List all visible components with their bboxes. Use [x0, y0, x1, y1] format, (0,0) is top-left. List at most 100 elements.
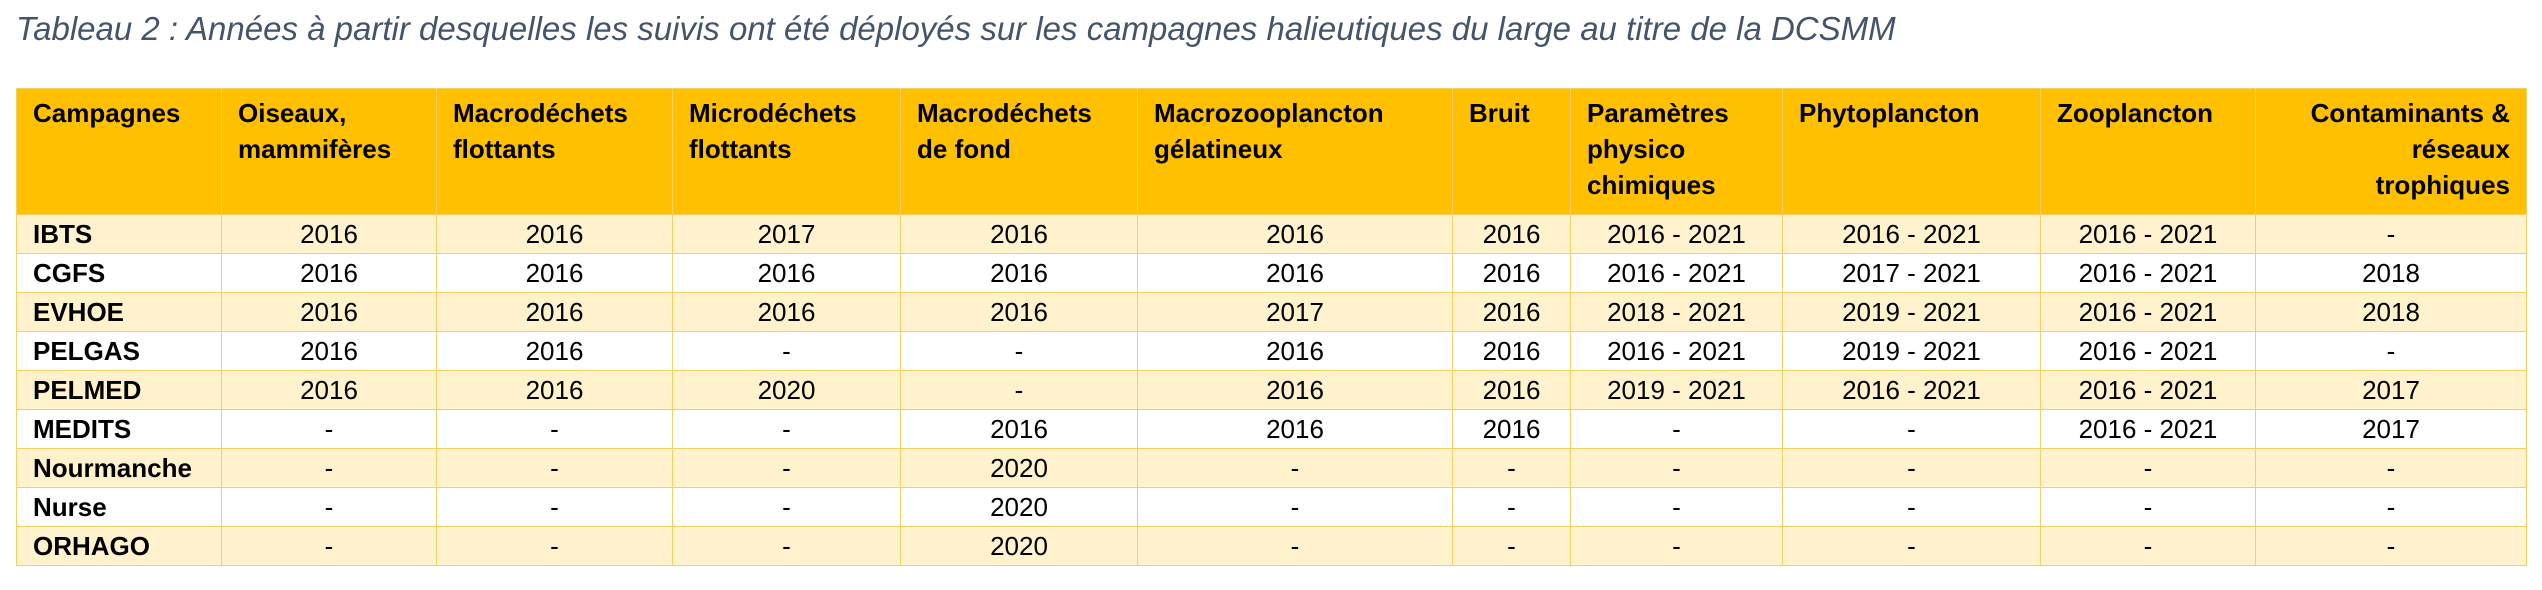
table-row: Nourmanche - - -2020- - - - - - — [16, 448, 2527, 488]
year-cell: 2016 — [221, 214, 437, 254]
year-cell: - — [2255, 526, 2527, 566]
year-cell: 2018 - 2021 — [1570, 292, 1783, 332]
year-cell: 2016 — [1137, 214, 1453, 254]
year-cell: 2016 — [672, 253, 901, 293]
table-row: PELMED 2016 2016 2020-2016 2016 2019 - 2021 20… — [16, 370, 2527, 410]
year-cell: 2019 - 2021 — [1782, 292, 2041, 332]
year-cell: - — [2040, 487, 2256, 527]
campaign-name-cell: Nourmanche — [16, 448, 222, 488]
table-row: EVHOE 2016 2016 2016 2016 2017 2016 2018 - 2021… — [16, 292, 2527, 332]
year-cell: 2016 — [1137, 409, 1453, 449]
year-cell: 2016 — [1452, 292, 1571, 332]
table-caption: Tableau 2 : Années à partir desquelles l… — [16, 10, 1896, 47]
year-cell: 2016 - 2021 — [2040, 253, 2256, 293]
year-cell: - — [221, 448, 437, 488]
year-cell: - — [1570, 409, 1783, 449]
year-cell: - — [2255, 487, 2527, 527]
year-cell: 2016 — [1452, 370, 1571, 410]
campaign-name-cell: MEDITS — [16, 409, 222, 449]
header-macrozooplancton-gelatineux: Macrozooplancton gélatineux — [1137, 88, 1453, 215]
table-row: Nurse - - -2020- - - - - - — [16, 487, 2527, 527]
header-phytoplancton: Phytoplancton — [1782, 88, 2041, 215]
year-cell: - — [672, 448, 901, 488]
year-cell: - — [1782, 487, 2041, 527]
year-cell: 2020 — [900, 487, 1138, 527]
header-macrodechets-de-fond: Macrodéchets de fond — [900, 88, 1138, 215]
year-cell: 2016 - 2021 — [2040, 370, 2256, 410]
year-cell: - — [2255, 331, 2527, 371]
year-cell: 2017 — [2255, 370, 2527, 410]
year-cell: - — [672, 526, 901, 566]
year-cell: 2016 — [1452, 214, 1571, 254]
year-cell: 2016 — [221, 292, 437, 332]
year-cell: 2020 — [900, 448, 1138, 488]
year-cell: 2016 — [900, 214, 1138, 254]
year-cell: - — [221, 487, 437, 527]
year-cell: - — [1782, 448, 2041, 488]
year-cell: 2016 — [436, 253, 673, 293]
year-cell: 2017 - 2021 — [1782, 253, 2041, 293]
year-cell: 2016 - 2021 — [2040, 292, 2256, 332]
year-cell: 2020 — [672, 370, 901, 410]
header-bruit: Bruit — [1452, 88, 1571, 215]
year-cell: 2016 — [1452, 331, 1571, 371]
header-parametres-physico-chimiques: Paramètres physico chimiques — [1570, 88, 1783, 215]
year-cell: 2016 - 2021 — [1570, 214, 1783, 254]
year-cell: - — [436, 487, 673, 527]
year-cell: 2016 — [1137, 331, 1453, 371]
year-cell: 2016 — [436, 292, 673, 332]
year-cell: - — [221, 409, 437, 449]
year-cell: - — [672, 409, 901, 449]
year-cell: 2016 — [900, 409, 1138, 449]
year-cell: - — [1782, 409, 2041, 449]
year-cell: - — [436, 526, 673, 566]
year-cell: 2016 - 2021 — [2040, 331, 2256, 371]
header-microdechets-flottants: Microdéchets flottants — [672, 88, 901, 215]
year-cell: 2016 - 2021 — [2040, 409, 2256, 449]
year-cell: - — [436, 448, 673, 488]
year-cell: 2017 — [672, 214, 901, 254]
year-cell: 2016 — [221, 331, 437, 371]
campaign-name-cell: EVHOE — [16, 292, 222, 332]
year-cell: - — [900, 331, 1138, 371]
year-cell: - — [1570, 487, 1783, 527]
year-cell: 2019 - 2021 — [1782, 331, 2041, 371]
table-row: MEDITS - - -2016 2016 2016- -2016 - 2021 2017 — [16, 409, 2527, 449]
table-row: ORHAGO - - -2020- - - - - - — [16, 526, 2527, 566]
year-cell: 2016 — [1452, 253, 1571, 293]
table-row: IBTS 2016 2016 2017 2016 2016 2016 2016 - 2021 2… — [16, 214, 2527, 254]
year-cell: - — [1452, 448, 1571, 488]
year-cell: 2020 — [900, 526, 1138, 566]
campaign-table: Campagnes Oiseaux, mammifères Macrodéche… — [16, 88, 2527, 566]
year-cell: 2016 - 2021 — [1782, 370, 2041, 410]
table-row: PELGAS 2016 2016- -2016 2016 2016 - 2021 2019 … — [16, 331, 2527, 371]
year-cell: 2018 — [2255, 292, 2527, 332]
year-cell: 2016 — [672, 292, 901, 332]
year-cell: - — [1570, 448, 1783, 488]
year-cell: - — [1137, 448, 1453, 488]
year-cell: - — [1137, 526, 1453, 566]
year-cell: - — [436, 409, 673, 449]
year-cell: 2016 — [436, 370, 673, 410]
year-cell: - — [2255, 214, 2527, 254]
year-cell: 2016 — [900, 253, 1138, 293]
year-cell: - — [221, 526, 437, 566]
campaign-name-cell: ORHAGO — [16, 526, 222, 566]
year-cell: 2017 — [2255, 409, 2527, 449]
year-cell: - — [2040, 526, 2256, 566]
year-cell: 2016 - 2021 — [2040, 214, 2256, 254]
year-cell: 2016 — [436, 214, 673, 254]
campaign-name-cell: PELMED — [16, 370, 222, 410]
year-cell: 2016 - 2021 — [1570, 331, 1783, 371]
campaign-name-cell: IBTS — [16, 214, 222, 254]
year-cell: 2016 - 2021 — [1782, 214, 2041, 254]
header-row: Campagnes Oiseaux, mammifères Macrodéche… — [16, 88, 2527, 215]
year-cell: 2016 — [221, 253, 437, 293]
year-cell: 2016 - 2021 — [1570, 253, 1783, 293]
year-cell: 2016 — [221, 370, 437, 410]
campaign-name-cell: CGFS — [16, 253, 222, 293]
year-cell: - — [2255, 448, 2527, 488]
year-cell: 2016 — [1452, 409, 1571, 449]
year-cell: 2016 — [1137, 370, 1453, 410]
year-cell: - — [1452, 487, 1571, 527]
